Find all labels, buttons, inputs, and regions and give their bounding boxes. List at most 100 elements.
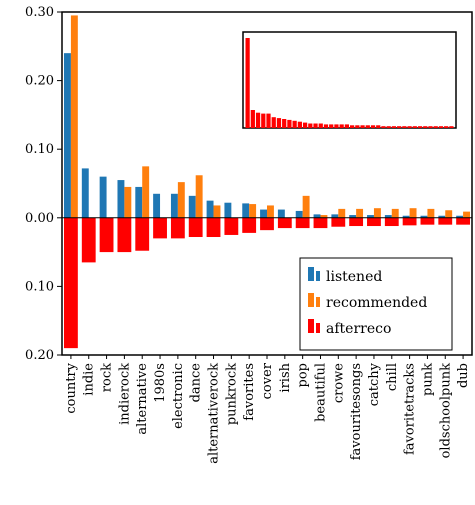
inset-bar	[313, 123, 318, 128]
inset-bar	[376, 125, 381, 128]
inset-bar	[444, 126, 449, 128]
inset-bar	[365, 125, 370, 128]
y-tick-label: 0.20	[25, 348, 54, 363]
bar-afterreco	[402, 217, 417, 226]
x-tick-label: favouritesongs	[349, 363, 364, 460]
bar-afterreco	[438, 217, 453, 225]
x-tick-label: catchy	[367, 362, 382, 406]
legend-label-afterreco: afterreco	[326, 321, 391, 337]
bar-afterreco	[456, 217, 470, 225]
inset-chart	[242, 31, 457, 129]
x-tick-label: alternative	[135, 363, 150, 435]
legend-box	[299, 257, 453, 351]
x-tick-label: dance	[189, 363, 204, 403]
bar-afterreco	[384, 217, 399, 227]
bar-recommended	[320, 215, 328, 218]
bar-afterreco	[349, 217, 364, 227]
inset-bar	[407, 126, 412, 128]
inset-bar	[282, 119, 287, 128]
inset-bar	[250, 110, 255, 128]
x-tick-label: indierock	[117, 363, 132, 425]
bar-recommended	[302, 195, 310, 218]
x-tick-label: punkrock	[224, 363, 239, 425]
inset-bar	[433, 126, 438, 128]
x-tick-label: chill	[385, 363, 400, 391]
bar-recommended	[391, 208, 399, 218]
inset-bar	[339, 124, 344, 128]
bar-listened	[99, 176, 107, 218]
bar-recommended	[445, 210, 453, 218]
inset-bar	[438, 126, 444, 128]
bar-listened	[349, 215, 357, 218]
y-axis-ticks: 0.30 0.20 0.10 0.00 0.10 0.20	[25, 5, 62, 363]
inset-bar	[276, 118, 282, 128]
bar-afterreco	[81, 217, 96, 263]
bar-listened	[456, 215, 464, 218]
inset-bar	[297, 121, 302, 128]
bar-listened	[295, 210, 303, 218]
bar-recommended	[249, 204, 257, 218]
inset-bar	[355, 125, 360, 128]
inset-bar	[428, 126, 433, 128]
bar-listened	[153, 193, 161, 218]
x-tick-label: oldschoolpunk	[438, 363, 453, 459]
bar-listened	[188, 195, 196, 218]
inset-bar	[261, 113, 266, 128]
legend-swatch-afterreco	[316, 323, 320, 333]
inset-bar	[402, 126, 407, 128]
inset-bar	[302, 122, 308, 128]
bar-recommended	[427, 208, 435, 218]
inset-bar	[370, 125, 376, 128]
x-tick-label: favoritetracks	[403, 363, 418, 455]
x-tick-label: cover	[260, 362, 275, 399]
legend-label-recommended: recommended	[326, 295, 427, 311]
bar-listened	[438, 215, 446, 218]
inset-bar	[350, 125, 355, 128]
legend-label-listened: listened	[326, 269, 382, 285]
x-tick-label: electronic	[171, 363, 186, 429]
bar-listened	[242, 203, 250, 218]
bars	[64, 15, 470, 349]
bar-afterreco	[224, 217, 239, 235]
inset-bar	[318, 123, 323, 128]
bar-recommended	[142, 166, 150, 218]
bar-listened	[402, 215, 410, 218]
bar-afterreco	[135, 217, 150, 251]
bar-listened	[135, 186, 143, 218]
x-tick-label: 1980s	[153, 363, 168, 403]
bar-listened	[117, 180, 125, 218]
legend-swatch-recommended	[316, 297, 320, 307]
bar-recommended	[356, 208, 364, 218]
bar-afterreco	[277, 217, 292, 229]
bar-afterreco	[242, 217, 257, 233]
legend: listened recommended afterreco	[299, 257, 453, 351]
bar-afterreco	[206, 217, 221, 238]
bar-afterreco	[64, 217, 78, 349]
bar-listened	[260, 209, 267, 218]
plot-frame	[61, 11, 473, 356]
inset-bar	[334, 124, 339, 128]
x-tick-label: beautiful	[313, 363, 328, 422]
inset-bar	[423, 126, 428, 128]
bar-listened	[64, 53, 71, 218]
x-tick-label: pop	[296, 363, 311, 387]
bar-afterreco	[99, 217, 114, 253]
x-axis-labels: country indie rock indierock alternative 1980…	[64, 355, 471, 464]
bar-afterreco	[420, 217, 435, 225]
bar-recommended	[195, 175, 203, 218]
bar-recommended	[373, 208, 381, 218]
bar-listened	[224, 202, 232, 218]
inset-bar	[255, 112, 261, 128]
bar-recommended	[409, 208, 417, 218]
x-tick-label: favorites	[242, 363, 257, 421]
y-tick-label: 0.30	[25, 5, 54, 20]
x-tick-label: alternativerock	[207, 363, 222, 464]
bar-recommended	[124, 186, 132, 218]
inset-bar	[292, 120, 297, 128]
bar-recommended	[213, 205, 221, 218]
inset-bar	[245, 38, 250, 128]
inset-bar	[360, 125, 365, 128]
x-tick-label: crowe	[331, 363, 346, 403]
bar-listened	[331, 214, 339, 218]
